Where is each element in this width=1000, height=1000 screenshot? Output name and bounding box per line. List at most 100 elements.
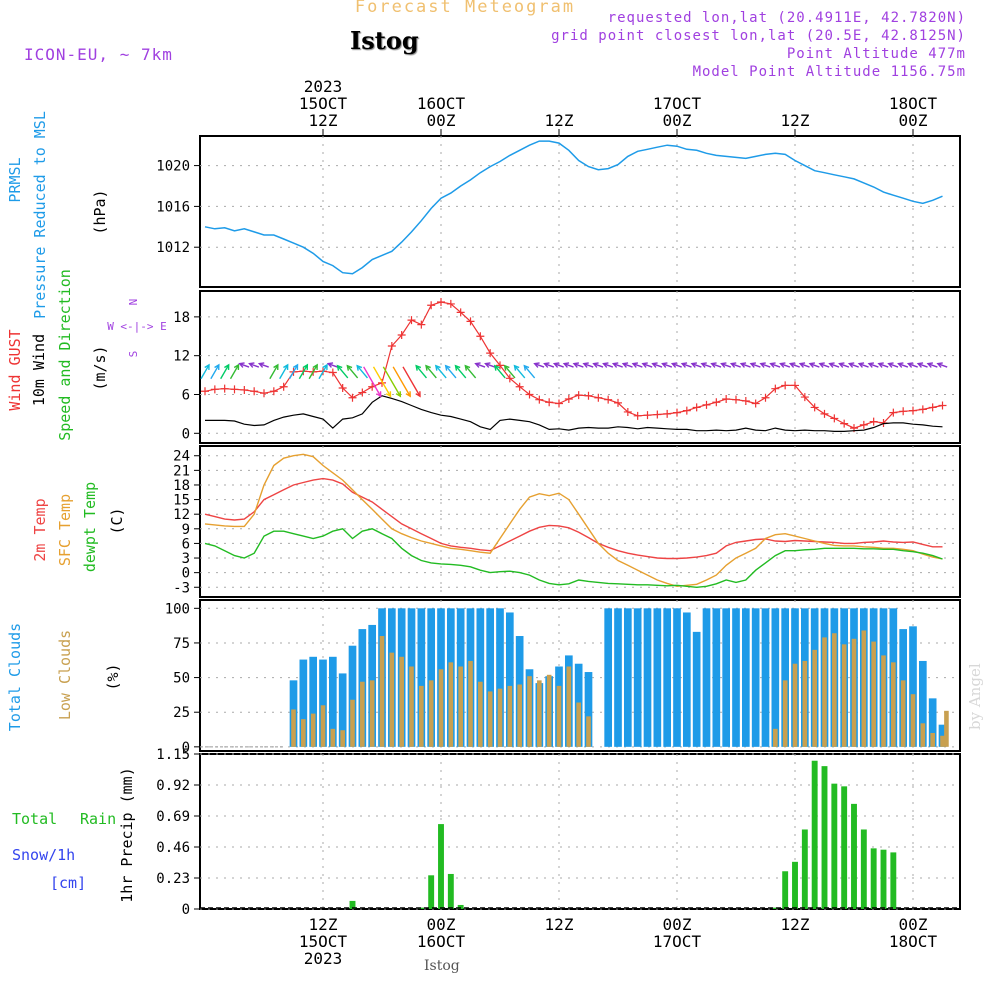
temperature-ytick-label: 6 (182, 536, 190, 552)
precip-ytick-label: 0.69 (156, 809, 190, 825)
gust-marker (250, 387, 259, 396)
gust-marker (584, 391, 593, 400)
gust-marker (496, 361, 504, 370)
total-clouds-bar (751, 608, 760, 747)
total-clouds-bar (319, 659, 327, 747)
direction-key-west-east: W <-|-> E (107, 320, 167, 333)
gust-marker (791, 381, 799, 390)
gust-marker (909, 406, 917, 415)
gust-marker (633, 411, 642, 420)
top-time-label: 15OCT (299, 94, 348, 113)
gust-marker (437, 297, 445, 306)
gust-marker (682, 406, 691, 415)
wind-direction-arrow (554, 363, 564, 368)
total-clouds-bar (486, 608, 495, 747)
low-clouds-bar (812, 649, 817, 747)
credit-watermark: by Angel (966, 663, 984, 730)
rain-bar (457, 904, 464, 909)
total-clouds-bar (623, 608, 632, 747)
low-clouds-bar (773, 728, 778, 747)
low-clouds-bar (944, 710, 949, 747)
gust-marker (486, 349, 495, 358)
low-clouds-bar (291, 709, 296, 747)
wind-arrow-head (523, 364, 530, 371)
gust-marker (938, 401, 947, 410)
wind-arrow-head (651, 362, 658, 368)
wind-arrow-head (444, 364, 451, 371)
total-clouds-bar (663, 608, 672, 747)
top-time-label: 00Z (663, 111, 692, 130)
low-clouds-bar (802, 660, 808, 747)
wind-direction-arrow (464, 365, 477, 379)
wind-arrow-head (602, 362, 609, 368)
wind-direction-arrow (750, 363, 761, 368)
wind-direction-arrow (839, 363, 850, 368)
wind-units-ylabel: (m/s) (91, 345, 109, 390)
wind-arrow-head (808, 362, 816, 368)
low-clouds-bar (301, 719, 306, 747)
wind-direction-arrow (613, 363, 623, 368)
low-clouds-bar (537, 680, 542, 747)
wind-direction-arrow (327, 363, 338, 368)
pressure-ytick-label: 1012 (156, 240, 190, 256)
precip-ytick-label: 0.23 (156, 871, 190, 887)
wind-arrow-head (739, 362, 747, 368)
wind-direction-arrow (402, 366, 421, 397)
low-clouds-bar (910, 694, 916, 747)
low-clouds-bar (940, 735, 945, 747)
rain-bar (418, 907, 425, 909)
gust-marker (781, 381, 790, 390)
wind-ytick-label: 12 (173, 349, 190, 365)
low-clouds-bar (586, 716, 591, 747)
wind-direction-arrow (731, 363, 741, 368)
gust-marker (427, 301, 436, 310)
wind-arrow-head (346, 364, 353, 371)
total-clouds-bar (741, 608, 750, 747)
wind-arrow-head (415, 364, 422, 371)
wind-direction-arrow (799, 363, 810, 368)
gust-marker (555, 399, 563, 408)
low-clouds-bar (310, 713, 316, 747)
wind-arrow-head (631, 362, 639, 368)
wind-arrow-head (857, 362, 865, 368)
sfc-temp-ylabel: SFC Temp (56, 494, 74, 566)
rain-bar (772, 907, 779, 909)
total-clouds-bar (771, 608, 780, 747)
wind-arrow-head (302, 363, 309, 370)
wind-direction-arrow (445, 365, 457, 379)
gust-marker (279, 382, 288, 391)
gust-marker (338, 384, 347, 393)
wind-direction-arrow (544, 363, 555, 368)
temperature-ytick-label: 12 (173, 507, 190, 523)
wind-direction-arrow (603, 363, 614, 368)
pressure-ytick-label: 1016 (156, 199, 190, 215)
wind-arrow-head (336, 364, 343, 371)
rain-bar (349, 900, 356, 909)
dewpt-line (204, 528, 943, 589)
clouds-ytick-label: 100 (165, 601, 190, 617)
temperature-ytick-label: 3 (182, 551, 190, 567)
wind-arrow-head (749, 362, 757, 368)
low-clouds-bar (428, 680, 434, 747)
wind-arrow-head (769, 362, 776, 368)
low-clouds-bar (379, 636, 385, 747)
precip-ytick-label: 0.92 (156, 778, 190, 794)
gust-ylabel: Wind GUST (6, 329, 24, 410)
wind-direction-arrow (336, 365, 349, 379)
wind-arrow-head (680, 362, 688, 368)
precip-ytick-label: 0.46 (156, 840, 190, 856)
wind-direction-arrow (415, 365, 428, 379)
wind-arrow-head (292, 363, 299, 370)
gust-marker (840, 419, 849, 428)
total-rain-label: Total (12, 810, 57, 828)
wind-direction-arrow (790, 363, 800, 368)
gust-marker (269, 387, 278, 396)
wind-direction-arrow (573, 363, 584, 368)
bottom-time-label: 16OCT (417, 932, 466, 951)
low-clouds-bar (900, 680, 906, 747)
low-clouds-bar (320, 705, 326, 747)
wind-direction-arrow (504, 365, 516, 379)
total-clouds-bar (604, 608, 613, 747)
wind-arrow-head (729, 362, 737, 368)
wind-arrow-head (779, 362, 786, 368)
